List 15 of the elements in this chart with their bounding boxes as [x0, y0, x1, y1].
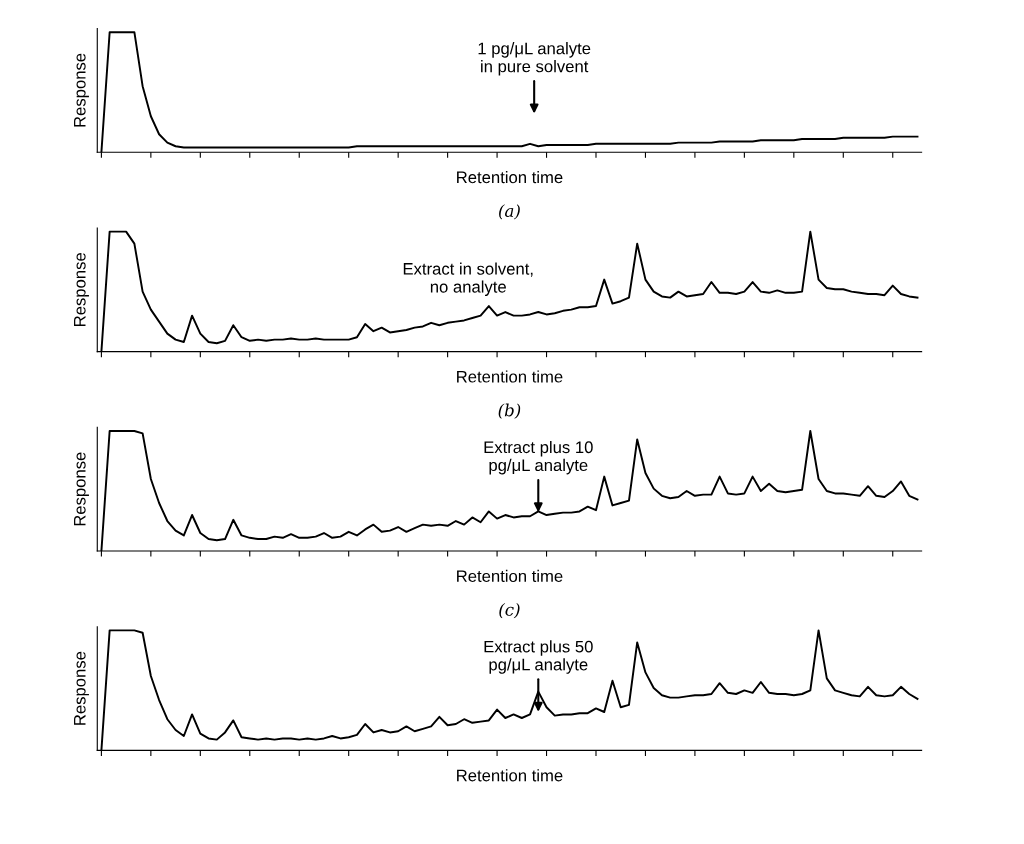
annotation: 1 pg/μL analyte in pure solvent: [478, 42, 591, 76]
annotation: Extract plus 50 pg/μL analyte: [484, 640, 593, 674]
x-axis-title: Retention time: [457, 769, 563, 782]
text: (a): [499, 204, 520, 220]
text: (c): [499, 602, 520, 619]
annotation: Extract in solvent, no analyte: [403, 262, 533, 296]
text: (b): [498, 403, 521, 419]
x-axis-title: Retention time: [457, 370, 563, 383]
x-axis-title: Retention time: [457, 569, 563, 583]
annotation: Extract plus 10 pg/μL analyte: [484, 440, 593, 475]
y-axis-title: Response: [74, 253, 89, 326]
y-axis-title: Response: [74, 452, 89, 526]
y-axis-title: Response: [74, 53, 89, 127]
x-axis-title: Retention time: [457, 170, 563, 184]
y-axis-title: Response: [74, 651, 89, 725]
